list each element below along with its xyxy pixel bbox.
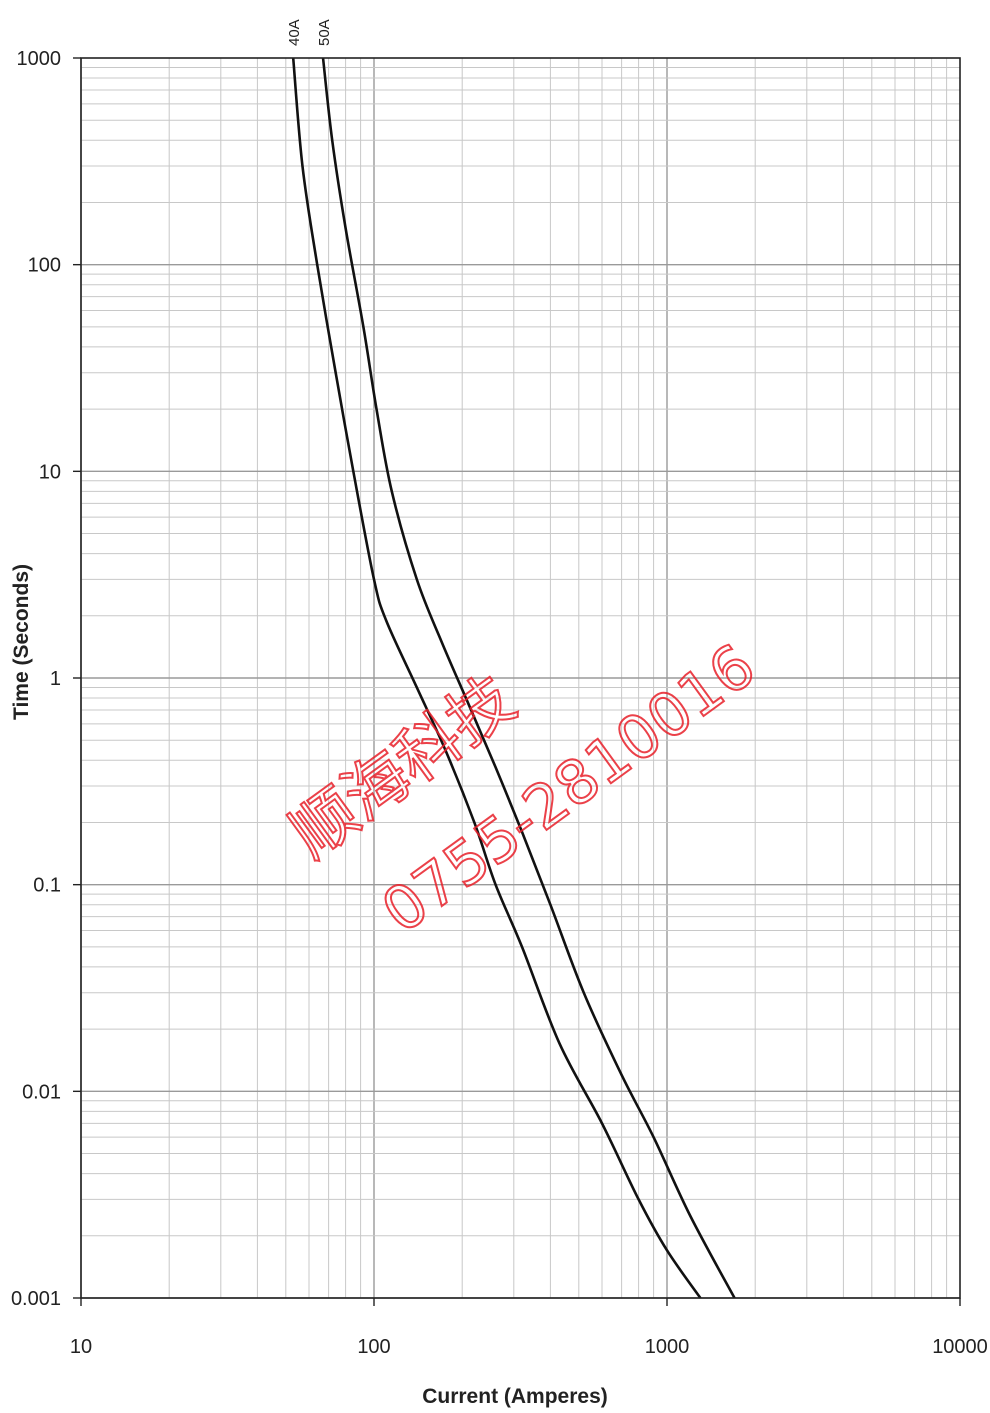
series-labels: 40A 50A <box>286 19 333 46</box>
series-line-50a <box>321 57 736 1299</box>
series-label-50a: 50A <box>316 19 333 46</box>
series-line-40a <box>291 57 702 1299</box>
x-tick-labels: 10 100 1000 10000 <box>70 1298 988 1358</box>
y-tick-label: 1000 <box>17 48 62 70</box>
series-lines <box>291 57 736 1299</box>
y-axis-title: Time (Seconds) <box>10 564 33 720</box>
y-tick-label: 1 <box>50 668 61 690</box>
x-tick-label: 100 <box>357 1336 390 1358</box>
y-tick-labels: 1000 100 10 1 0.1 0.01 0.001 <box>11 48 81 1310</box>
y-tick-label: 0.001 <box>11 1288 61 1310</box>
y-tick-label: 0.01 <box>22 1081 61 1103</box>
y-tick-label: 0.1 <box>33 875 61 897</box>
x-tick-label: 1000 <box>645 1336 690 1358</box>
y-tick-label: 10 <box>39 461 61 483</box>
x-tick-label: 10 <box>70 1336 92 1358</box>
grid <box>80 58 960 1299</box>
series-label-40a: 40A <box>286 19 303 46</box>
x-tick-label: 10000 <box>932 1336 988 1358</box>
x-axis-title: Current (Amperes) <box>422 1385 608 1408</box>
y-tick-label: 100 <box>28 255 61 277</box>
